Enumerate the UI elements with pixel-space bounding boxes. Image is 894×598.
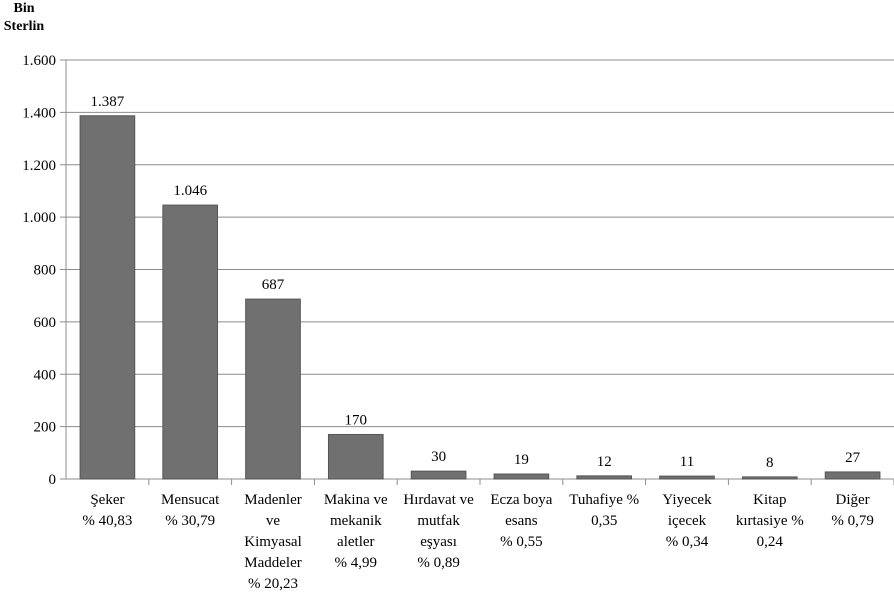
category-label-line: Maddeler <box>244 555 301 571</box>
category-label-line: % 4,99 <box>335 555 378 571</box>
bar <box>79 115 136 480</box>
category-label-line: mutfak <box>417 513 460 529</box>
y-tick-label: 1.200 <box>22 158 56 174</box>
y-tick-label: 800 <box>34 263 57 279</box>
category-label-line: Diğer <box>836 492 870 508</box>
category-label-line: Kitap <box>753 492 786 508</box>
data-label: 27 <box>845 450 861 466</box>
category-label-line: Madenler <box>244 492 301 508</box>
y-tick-label: 400 <box>34 367 57 383</box>
category-label-line: mekanik <box>330 513 382 529</box>
bar <box>741 476 798 480</box>
category-label-line: 0,24 <box>757 534 784 550</box>
category-label-line: Tuhafiye % <box>569 492 639 508</box>
bar <box>659 475 715 480</box>
y-axis-title-line: Bin <box>13 1 34 16</box>
data-label: 11 <box>680 454 694 470</box>
data-label: 19 <box>514 452 529 468</box>
data-label: 170 <box>345 412 368 428</box>
y-tick-label: 200 <box>34 420 57 436</box>
category-label-line: Mensucat <box>161 492 220 508</box>
category-label-line: % 40,83 <box>82 513 132 529</box>
category-label-line: içecek <box>668 513 707 529</box>
y-tick-label: 0 <box>49 472 57 488</box>
category-label-line: % 0,89 <box>417 555 460 571</box>
category-label-line: % 0,79 <box>831 513 874 529</box>
data-label: 30 <box>431 449 446 465</box>
bar <box>576 475 633 480</box>
bar <box>327 433 384 480</box>
category-label-line: Hırdavat ve <box>403 492 474 508</box>
category-label-line: Şeker <box>90 492 124 508</box>
y-axis-title-line: Sterlin <box>4 19 45 34</box>
y-tick-label: 1.000 <box>22 210 56 226</box>
bar <box>162 204 219 480</box>
category-label-line: kırtasiye % <box>736 513 804 529</box>
category-label-line: esans <box>505 513 538 529</box>
category-label-line: Kimyasal <box>244 534 302 550</box>
bar <box>493 473 550 480</box>
bar <box>824 471 881 480</box>
bar <box>245 298 301 480</box>
category-label-line: eşyası <box>420 534 457 550</box>
data-label: 1.387 <box>91 94 125 110</box>
y-tick-label: 1.400 <box>22 105 56 121</box>
data-label: 687 <box>262 277 285 293</box>
y-tick-label: 600 <box>34 315 57 331</box>
category-label-line: Ecza boya <box>490 492 552 508</box>
data-label: 12 <box>597 454 612 470</box>
category-label-line: aletler <box>337 534 374 550</box>
category-label-line: Yiyecek <box>662 492 712 508</box>
y-tick-label: 1.600 <box>22 53 56 69</box>
category-label-line: ve <box>266 513 281 529</box>
category-label-line: % 20,23 <box>248 576 298 592</box>
category-label-line: 0,35 <box>591 513 617 529</box>
category-label-line: Makina ve <box>324 492 388 508</box>
data-label: 1.046 <box>173 183 207 199</box>
category-label-line: % 0,55 <box>500 534 543 550</box>
category-label-line: % 0,34 <box>666 534 709 550</box>
bar <box>410 470 467 480</box>
category-label-line: % 30,79 <box>165 513 215 529</box>
data-label: 8 <box>766 455 774 471</box>
